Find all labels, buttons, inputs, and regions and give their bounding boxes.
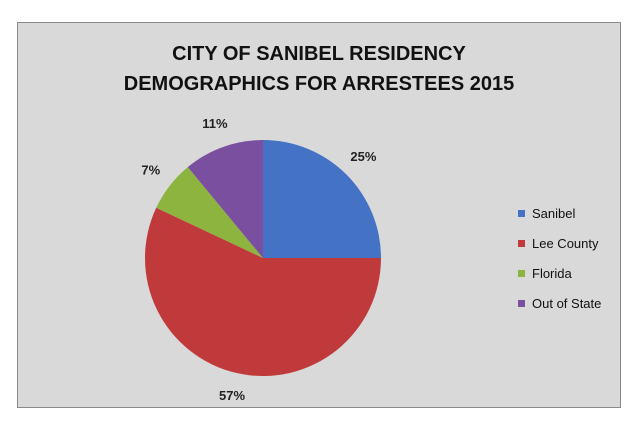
chart-title-line-1: CITY OF SANIBEL RESIDENCY bbox=[172, 43, 466, 65]
data-label-sanibel: 25% bbox=[350, 149, 376, 164]
data-label-out-of-state: 11% bbox=[202, 116, 228, 131]
pie-chart: 25% 57% 7% 11% bbox=[141, 116, 381, 403]
chart-area: CITY OF SANIBEL RESIDENCY DEMOGRAPHICS F… bbox=[17, 22, 621, 408]
legend-swatch-lee-county bbox=[518, 239, 525, 247]
chart-title-line-2: DEMOGRAPHICS FOR ARRESTEES 2015 bbox=[123, 73, 515, 95]
pie-slice-sanibel bbox=[263, 140, 381, 258]
pie-slice-lee-county bbox=[145, 207, 381, 376]
legend-swatch-florida bbox=[518, 269, 525, 277]
legend-item-lee-county: Lee County bbox=[518, 235, 601, 251]
legend-item-florida: Florida bbox=[518, 265, 601, 281]
pie-slice-florida bbox=[156, 167, 263, 258]
legend-swatch-out-of-state bbox=[518, 299, 525, 307]
pie-slice-out-of-state bbox=[187, 140, 263, 258]
legend-label-lee-county: Lee County bbox=[532, 235, 599, 251]
legend: Sanibel Lee County Florida Out of State bbox=[518, 205, 601, 325]
data-label-florida: 7% bbox=[141, 162, 160, 177]
legend-item-sanibel: Sanibel bbox=[518, 205, 601, 221]
legend-label-sanibel: Sanibel bbox=[532, 205, 576, 221]
legend-label-florida: Florida bbox=[532, 265, 572, 281]
legend-label-out-of-state: Out of State bbox=[532, 295, 602, 311]
legend-swatch-sanibel bbox=[518, 209, 525, 217]
legend-item-out-of-state: Out of State bbox=[518, 295, 601, 311]
data-label-lee-county: 57% bbox=[219, 388, 245, 403]
chart-title: CITY OF SANIBEL RESIDENCY DEMOGRAPHICS F… bbox=[18, 39, 620, 99]
